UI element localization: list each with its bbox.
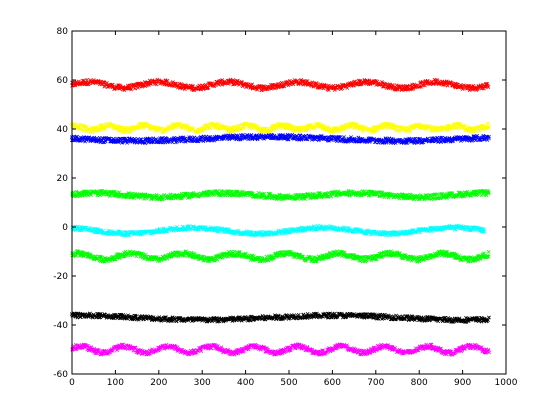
x-tick-label: 700 [367, 378, 384, 388]
series-6-markers [69, 311, 491, 324]
x-axis: 0 100 200 300 400 500 600 700 800 900 1000 [69, 31, 518, 388]
series-2 [69, 132, 491, 146]
y-tick-label: 80 [57, 27, 69, 37]
x-tick-label: 200 [150, 378, 167, 388]
series-4 [70, 224, 486, 238]
series-3 [70, 188, 491, 202]
y-axis: -60 -40 -20 0 20 40 60 80 [53, 27, 506, 380]
y-tick-label: -20 [53, 272, 68, 282]
series-5 [70, 249, 491, 264]
x-tick-label: 800 [411, 378, 428, 388]
x-tick-label: 600 [324, 378, 341, 388]
series-6 [69, 311, 491, 324]
series-3-markers [70, 188, 491, 202]
series-7-markers [70, 342, 491, 357]
series-4-markers [70, 224, 486, 238]
x-tick-label: 100 [107, 378, 124, 388]
series-0 [70, 77, 491, 93]
data-points [69, 77, 491, 357]
x-tick-label: 0 [69, 378, 75, 388]
series-0-markers [70, 77, 491, 93]
y-tick-label: 60 [57, 76, 69, 86]
x-tick-label: 1000 [495, 378, 518, 388]
series-2-markers [69, 132, 491, 146]
x-tick-label: 900 [454, 378, 471, 388]
y-tick-label: 20 [57, 174, 69, 184]
series-1-markers [69, 121, 491, 135]
y-tick-label: 40 [57, 125, 69, 135]
series-1 [69, 121, 491, 135]
series-7 [70, 342, 491, 357]
series-5-markers [70, 249, 491, 264]
y-tick-label: -40 [53, 321, 68, 331]
x-tick-label: 300 [194, 378, 211, 388]
y-tick-label: 0 [62, 223, 68, 233]
x-tick-label: 400 [237, 378, 254, 388]
x-tick-label: 500 [280, 378, 297, 388]
y-tick-label: -60 [53, 370, 68, 380]
